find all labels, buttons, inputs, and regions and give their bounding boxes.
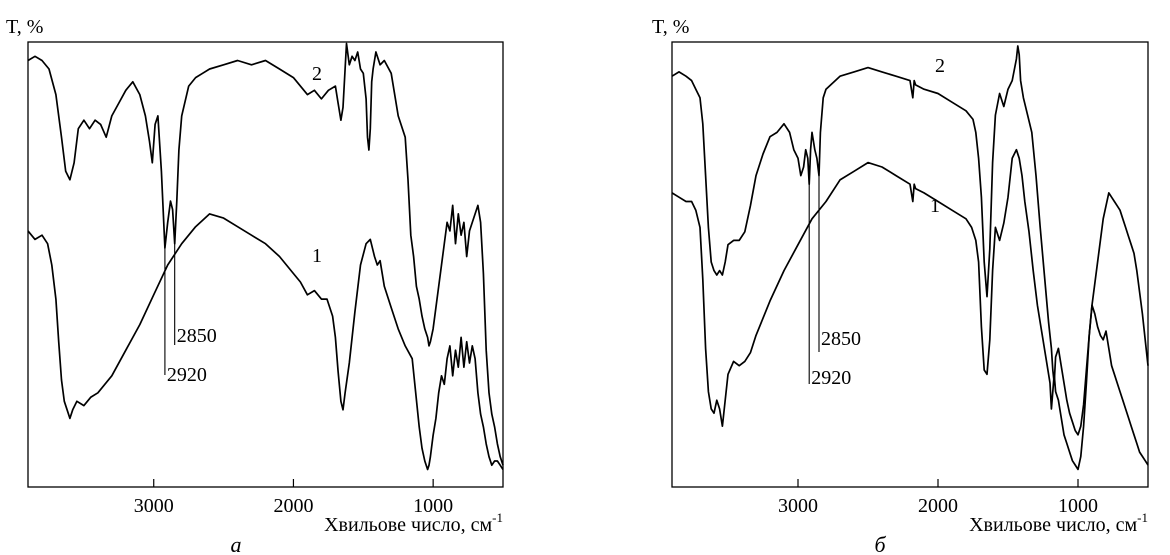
x-tick-label-1000: 1000 xyxy=(413,495,453,517)
x-axis-label-superscript: -1 xyxy=(1137,510,1148,525)
x-axis-label-text: Хвильове число, см xyxy=(969,514,1137,536)
series-line-1 xyxy=(671,148,1149,471)
x-axis-label: Хвильове число, см-1 xyxy=(324,510,503,536)
series-line-2 xyxy=(27,42,504,466)
series-labels: 2 1 xyxy=(930,55,945,217)
y-axis-label: T, % xyxy=(6,16,43,38)
plot-frame xyxy=(671,41,1149,488)
y-axis-label: T, % xyxy=(652,16,689,38)
series-layer xyxy=(27,42,504,471)
peak-markers: 2920 2850 xyxy=(808,175,861,389)
series-line-1 xyxy=(27,213,504,471)
x-axis-label-text: Хвильове число, см xyxy=(324,514,492,536)
series-label-2: 2 xyxy=(935,55,945,77)
peak-label-2850: 2850 xyxy=(821,328,861,350)
x-ticks xyxy=(797,479,1079,487)
plot-frame xyxy=(27,41,504,488)
peak-label-2920: 2920 xyxy=(167,364,207,386)
x-tick-labels: 3000 2000 1000 xyxy=(778,495,1098,517)
peak-label-2920: 2920 xyxy=(811,367,851,389)
x-tick-label-2000: 2000 xyxy=(918,495,958,517)
series-label-1: 1 xyxy=(312,245,322,267)
panel-label: а xyxy=(231,532,242,555)
x-tick-labels: 3000 2000 1000 xyxy=(134,495,453,517)
panel-label: б xyxy=(874,532,886,555)
series-line-2 xyxy=(671,45,1149,436)
x-tick-label-1000: 1000 xyxy=(1058,495,1098,517)
peak-markers: 2920 2850 xyxy=(164,243,217,386)
x-tick-label-3000: 3000 xyxy=(134,495,174,517)
peak-label-2850: 2850 xyxy=(177,325,217,347)
panel-a: T, % 3000 2000 1000 2920 2850 2 1 Хвильо… xyxy=(6,16,504,555)
x-tick-label-2000: 2000 xyxy=(273,495,313,517)
x-axis-label-superscript: -1 xyxy=(492,510,503,525)
series-label-2: 2 xyxy=(312,63,322,85)
series-label-1: 1 xyxy=(930,195,940,217)
panel-b: T, % 3000 2000 1000 2920 2850 2 1 Хвильо… xyxy=(652,16,1149,555)
x-ticks xyxy=(153,479,434,487)
series-layer xyxy=(671,45,1149,471)
x-axis-label: Хвильове число, см-1 xyxy=(969,510,1148,536)
x-tick-label-3000: 3000 xyxy=(778,495,818,517)
series-labels: 2 1 xyxy=(312,63,322,267)
